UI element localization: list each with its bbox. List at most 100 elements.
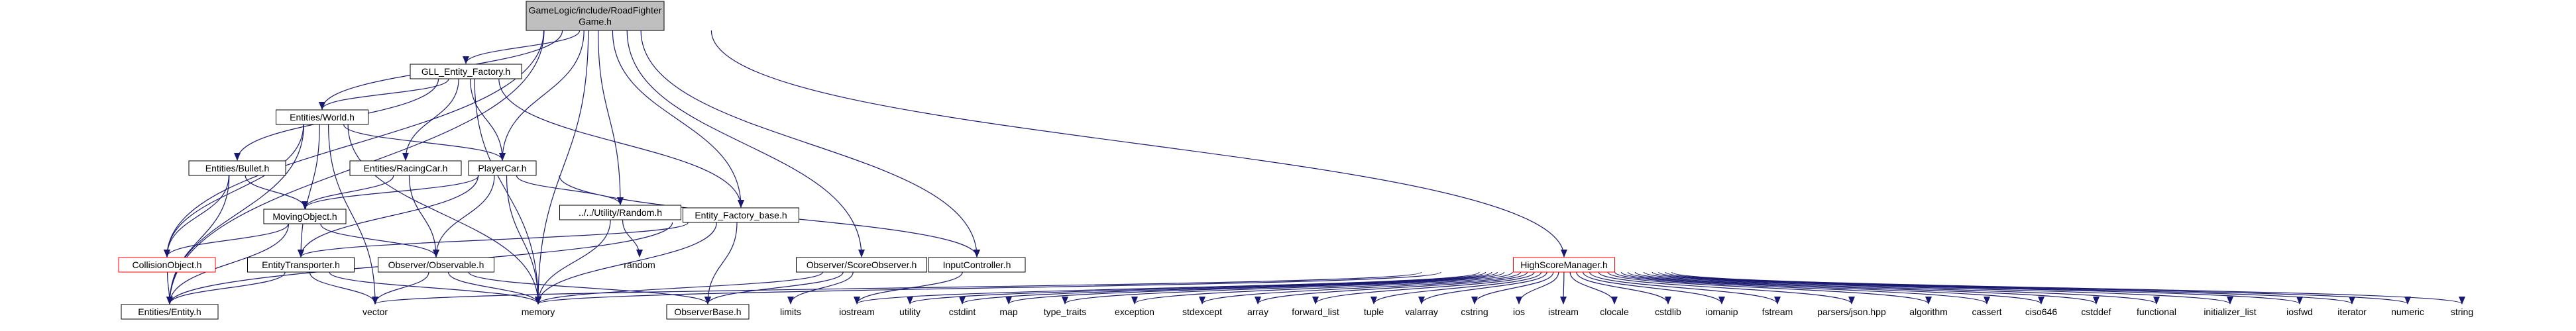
edge-root-to-entity-factory-base	[612, 30, 744, 208]
edge-random-h-to-std-memory	[535, 219, 611, 305]
node-entity-h[interactable]: Entities/Entity.h	[121, 304, 219, 320]
edge-racingcar-to-movingobject	[302, 175, 394, 209]
node-label: cstdint	[949, 307, 976, 317]
edge-highscoremanager-to-std-memory	[535, 271, 1441, 305]
edge-highscoremanager-to-std-numeric	[1665, 271, 2411, 305]
edge-highscoremanager-to-std-exception	[1131, 271, 1513, 305]
node-box	[378, 257, 494, 273]
node-label: cstdlib	[1655, 307, 1681, 317]
node-std-iterator: iterator	[2337, 307, 2367, 317]
node-label: iterator	[2337, 307, 2367, 317]
node-label: cstddef	[2081, 307, 2111, 317]
node-label: cassert	[1972, 307, 2001, 317]
node-bullet[interactable]: Entities/Bullet.h	[188, 160, 286, 176]
node-label: ciso646	[2025, 307, 2057, 317]
edge-highscoremanager-to-std-cassert	[1614, 271, 1990, 305]
edge-root-to-collisionobject	[164, 30, 545, 258]
node-box	[276, 109, 368, 125]
edge-observable-to-observerbase	[468, 271, 711, 305]
node-std-iomanip: iomanip	[1705, 307, 1738, 317]
node-label: string	[2451, 307, 2473, 317]
edge-entity-factory-base-to-observerbase	[704, 222, 738, 305]
edge-observable-to-std-memory	[447, 271, 541, 305]
node-label: valarray	[1405, 307, 1438, 317]
node-label: parsers/json.hpp	[1817, 307, 1886, 317]
node-random-h[interactable]: ../../Utility/Random.h	[559, 205, 681, 220]
edge-playercar-to-entitytransporter	[298, 175, 479, 258]
node-collisionobject[interactable]: CollisionObject.h	[118, 257, 216, 273]
edge-scoreobserver-to-std-limits	[787, 271, 854, 305]
node-std-string: string	[2451, 307, 2473, 317]
node-std-utility: utility	[899, 307, 921, 317]
node-observerbase[interactable]: ObserverBase.h	[666, 304, 750, 320]
edge-highscoremanager-to-std-initializer-list	[1644, 271, 2233, 305]
edge-highscoremanager-to-std-forward-list	[1312, 271, 1535, 305]
edge-racingcar-to-observable	[408, 175, 439, 258]
node-std-numeric: numeric	[2391, 307, 2424, 317]
edge-highscoremanager-to-std-iosfwd	[1652, 271, 2303, 305]
node-label: Entities/Bullet.h	[205, 163, 270, 173]
node-std-cstddef: cstddef	[2081, 307, 2111, 317]
node-label: numeric	[2391, 307, 2424, 317]
node-label: Observer/Observable.h	[388, 260, 484, 270]
node-label: exception	[1115, 307, 1154, 317]
node-box	[349, 160, 462, 176]
node-scoreobserver[interactable]: Observer/ScoreObserver.h	[796, 257, 927, 273]
node-label: array	[1247, 307, 1268, 317]
edge-playercar-to-random-h	[516, 175, 624, 205]
node-label: HighScoreManager.h	[1520, 260, 1608, 270]
edge-movingobject-to-entity-h	[166, 223, 290, 305]
edge-highscoremanager-to-std-valarray	[1418, 271, 1547, 305]
edge-root-to-highscoremanager	[710, 30, 1567, 258]
edge-highscoremanager-to-std-array	[1255, 271, 1528, 305]
node-std-limits: limits	[780, 307, 801, 317]
node-entitytransporter[interactable]: EntityTransporter.h	[247, 257, 355, 273]
edge-root-to-scoreobserver	[626, 30, 865, 258]
edge-highscoremanager-to-std-istream	[1560, 271, 1567, 305]
edge-entitytransporter-to-std-vector	[309, 271, 378, 305]
node-label: Entities/Entity.h	[138, 307, 201, 317]
edge-playercar-to-std-memory	[506, 175, 541, 305]
node-box	[468, 160, 537, 176]
edge-highscoremanager-to-std-cstddef	[1627, 271, 2100, 305]
edge-movingobject-to-observable	[320, 223, 439, 258]
node-box	[263, 209, 347, 224]
edge-highscoremanager-to-std-type-traits	[1062, 271, 1505, 305]
node-std-clocale: clocale	[1600, 307, 1629, 317]
edge-highscoremanager-to-std-string	[1671, 271, 2465, 305]
node-std-algorithm: algorithm	[1909, 307, 1948, 317]
node-box	[796, 257, 927, 273]
node-entity-factory-base[interactable]: Entity_Factory_base.h	[683, 207, 799, 223]
edge-entitytransporter-to-std-memory	[329, 271, 541, 305]
node-world[interactable]: Entities/World.h	[276, 109, 368, 125]
edge-highscoremanager-to-std-fstream	[1589, 271, 1781, 305]
edge-bullet-to-collisionobject	[164, 175, 229, 258]
node-observable[interactable]: Observer/Observable.h	[378, 257, 494, 273]
node-label: iosfwd	[2286, 307, 2313, 317]
node-std-tuple: tuple	[1364, 307, 1384, 317]
node-label: utility	[899, 307, 921, 317]
node-label: limits	[780, 307, 801, 317]
edge-random-h-to-std-random	[622, 219, 643, 258]
edge-highscoremanager-to-std-ciso646	[1620, 271, 2044, 305]
edge-gll-factory-to-world	[319, 78, 449, 110]
node-label: ios	[1513, 307, 1525, 317]
node-gll-factory[interactable]: GLL_Entity_Factory.h	[410, 64, 522, 79]
edge-gll-factory-to-entity-factory-base	[498, 78, 744, 208]
node-box	[1513, 257, 1615, 273]
edge-playercar-to-observable	[433, 175, 495, 258]
node-box	[118, 257, 216, 273]
edge-bullet-to-movingobject	[245, 175, 308, 209]
node-racingcar[interactable]: Entities/RacingCar.h	[349, 160, 462, 176]
node-playercar[interactable]: PlayerCar.h	[468, 160, 537, 176]
node-box	[683, 207, 799, 223]
node-inputcontroller[interactable]: InputController.h	[928, 257, 1026, 273]
node-movingobject[interactable]: MovingObject.h	[263, 209, 347, 224]
node-highscoremanager[interactable]: HighScoreManager.h	[1513, 257, 1615, 273]
node-box	[247, 257, 355, 273]
node-std-json: parsers/json.hpp	[1817, 307, 1886, 317]
node-label: EntityTransporter.h	[262, 260, 340, 270]
edge-highscoremanager-to-std-cstdlib	[1576, 271, 1671, 305]
